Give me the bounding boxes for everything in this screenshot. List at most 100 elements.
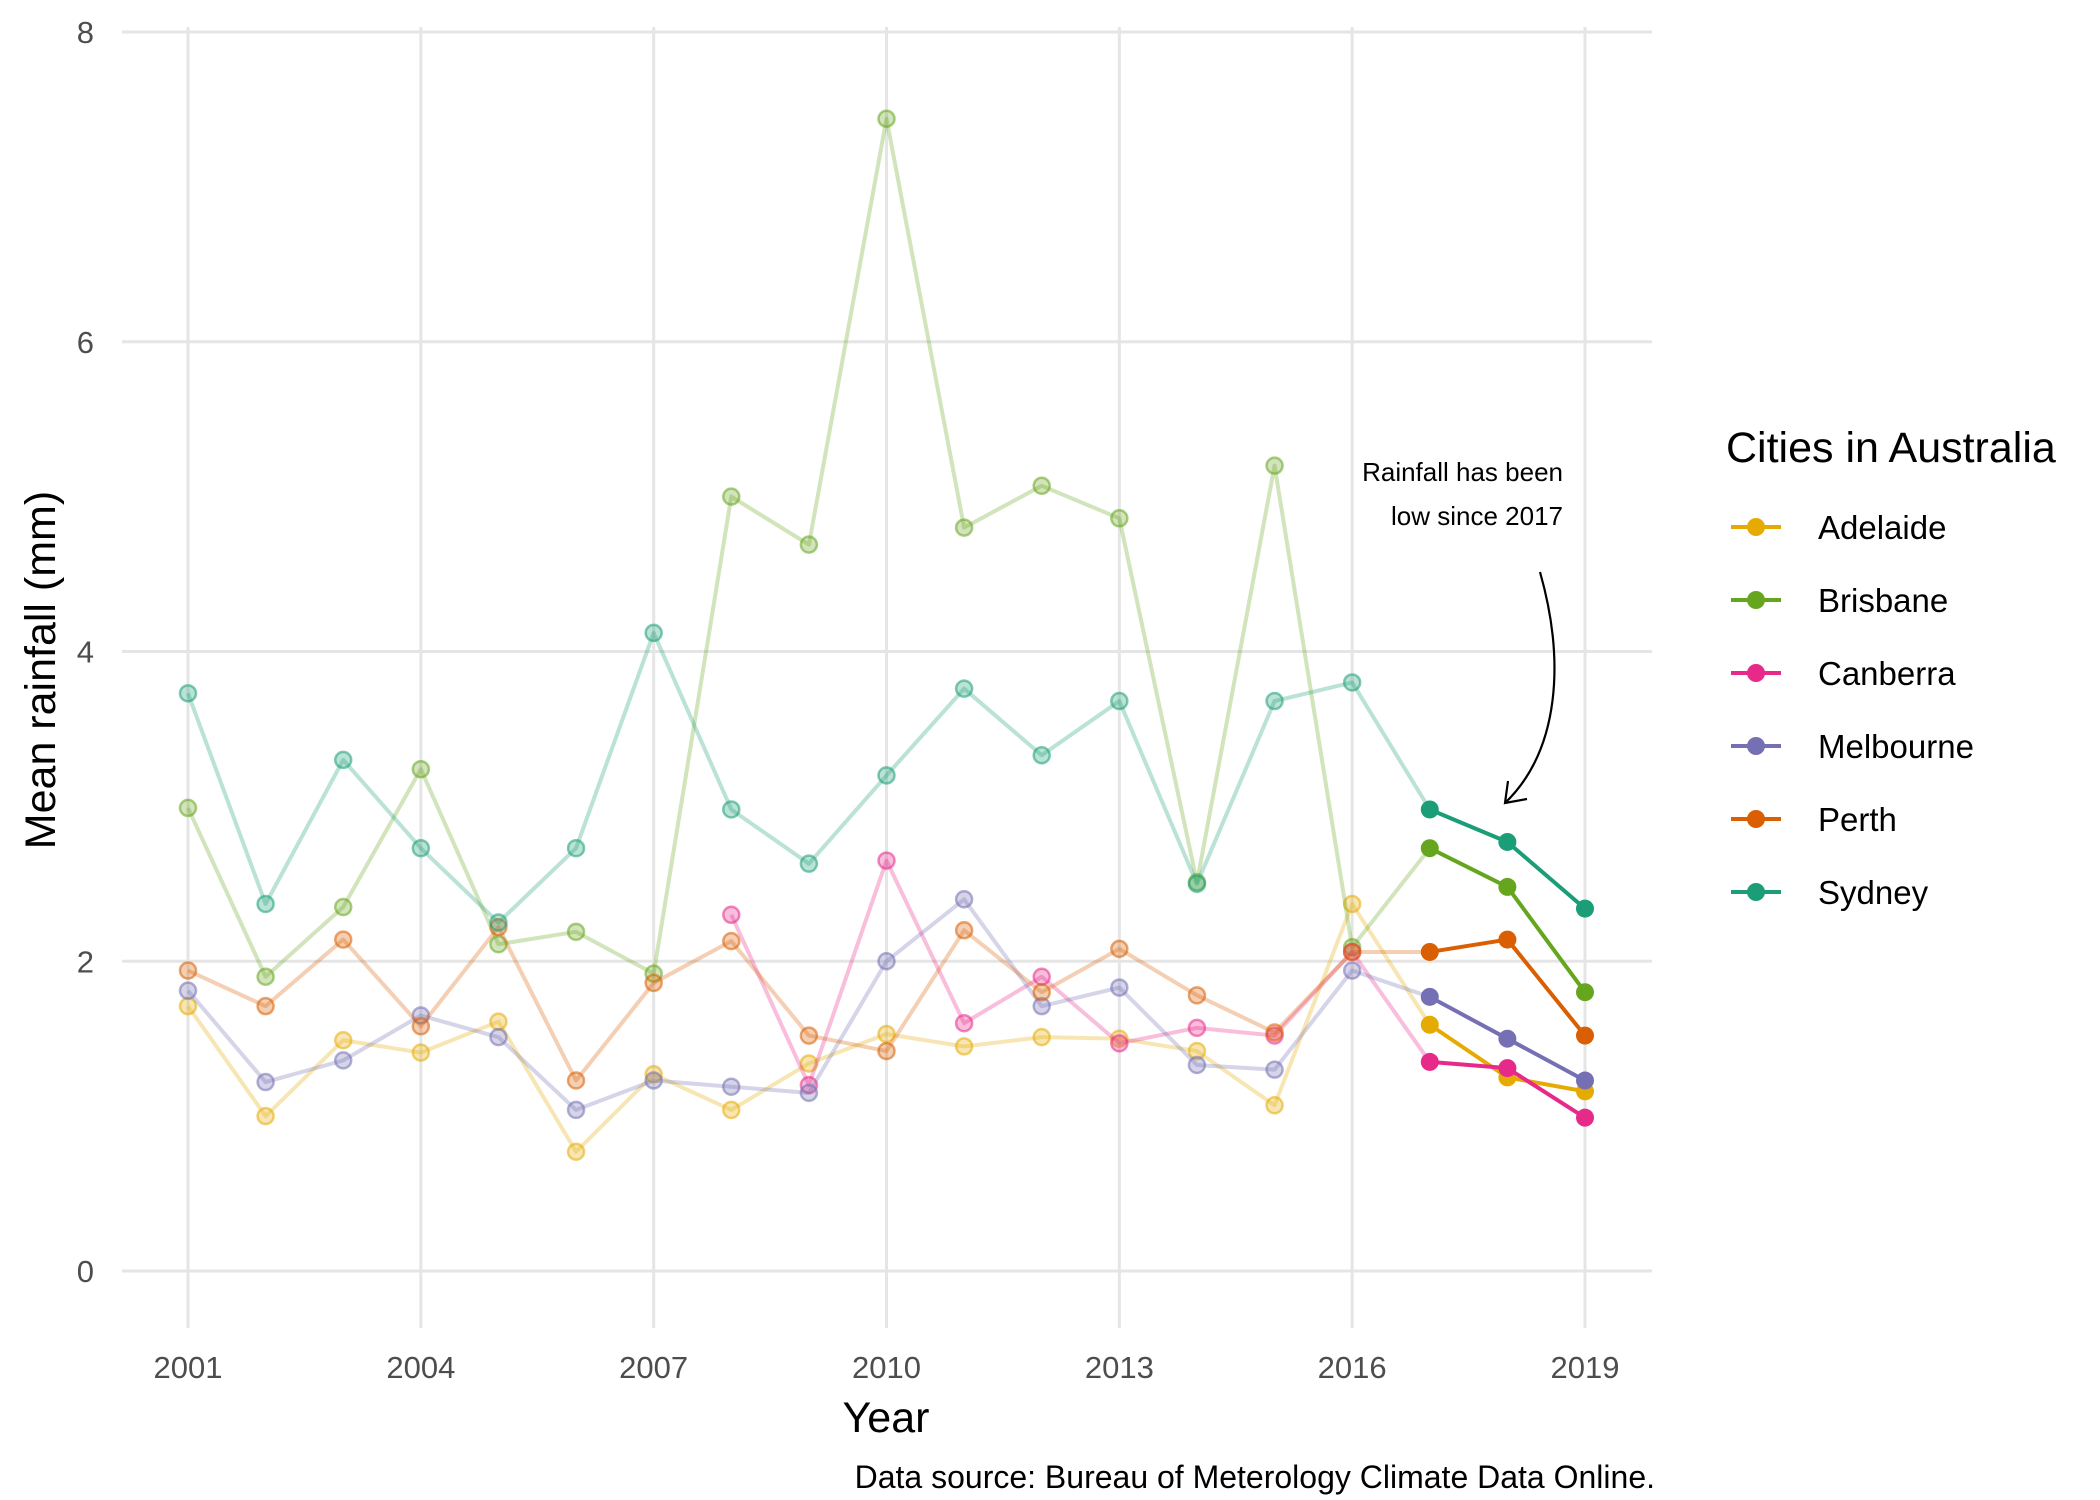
perth-point-2008	[722, 931, 741, 951]
melbourne-point-2008	[722, 1077, 741, 1096]
sydney-point-2017	[1420, 800, 1439, 819]
x-tick-label-2010: 2010	[852, 1350, 921, 1385]
highlighted-series-layer	[1420, 800, 1594, 1127]
brisbane-point-2015	[1265, 456, 1284, 475]
legend-label-melbourne: Melbourne	[1818, 728, 1974, 765]
canberra-point-2010	[877, 851, 896, 870]
perth-point-2013	[1110, 939, 1129, 959]
canberra-line-faded	[729, 858, 1432, 1088]
sydney-point-2002	[256, 894, 275, 914]
legend-item-brisbane: Brisbane	[1731, 582, 1948, 619]
perth-point-2010	[877, 1041, 896, 1061]
brisbane-point-2008	[722, 487, 741, 506]
melbourne-point-2019	[1576, 1071, 1594, 1090]
sydney-point-2001	[178, 684, 198, 703]
annotation-line-1: Rainfall has been	[1362, 457, 1563, 487]
sydney-point-2003	[333, 750, 353, 770]
sydney-point-2015	[1265, 691, 1284, 711]
brisbane-point-2017	[1420, 839, 1439, 858]
adelaide-point-2014	[1187, 1041, 1207, 1061]
perth-point-2017	[1420, 942, 1439, 961]
sydney-point-2018	[1498, 832, 1517, 851]
sydney-point-2008	[722, 800, 741, 819]
legend-label-sydney: Sydney	[1818, 874, 1929, 911]
melbourne-point-2007	[644, 1071, 663, 1090]
adelaide-point-2009	[799, 1054, 819, 1073]
melbourne-point-2002	[256, 1072, 275, 1092]
x-tick-label-2007: 2007	[619, 1350, 688, 1385]
adelaide-point-2006	[566, 1142, 586, 1161]
legend-key-point-canberra	[1747, 664, 1765, 682]
melbourne-point-2006	[566, 1100, 586, 1120]
brisbane-point-2009	[799, 535, 819, 554]
legend: Cities in Australia Adelaide Brisbane Canb…	[1726, 424, 2056, 911]
perth-point-2011	[954, 921, 974, 940]
legend-item-melbourne: Melbourne	[1731, 728, 1974, 765]
brisbane-point-2016	[1342, 938, 1362, 957]
x-tick-label-2001: 2001	[154, 1350, 223, 1385]
adelaide-point-2004	[411, 1043, 431, 1062]
perth-point-2006	[566, 1071, 586, 1090]
sydney-point-2016	[1342, 673, 1362, 692]
annotation-arrowhead	[1503, 780, 1528, 805]
sydney-point-2007	[644, 623, 663, 643]
adelaide-point-2005	[489, 1012, 508, 1031]
sydney-point-2011	[954, 679, 974, 698]
sydney-point-2009	[799, 854, 819, 873]
legend-key-point-sydney	[1747, 883, 1765, 901]
grid-layer	[122, 27, 1652, 1328]
adelaide-point-2001	[178, 996, 198, 1016]
legend-label-canberra: Canberra	[1818, 655, 1956, 692]
legend-item-adelaide: Adelaide	[1731, 509, 1946, 546]
brisbane-point-2007	[644, 964, 663, 983]
adelaide-point-2011	[954, 1037, 974, 1056]
brisbane-point-2012	[1032, 476, 1051, 496]
adelaide-point-2013	[1110, 1029, 1129, 1048]
melbourne-point-2017	[1420, 987, 1439, 1006]
brisbane-line-highlight	[1428, 846, 1587, 994]
legend-label-adelaide: Adelaide	[1818, 509, 1946, 546]
brisbane-line-faded	[186, 116, 1432, 979]
melbourne-point-2012	[1032, 996, 1051, 1016]
adelaide-point-2003	[333, 1030, 353, 1050]
melbourne-point-2003	[333, 1051, 353, 1070]
perth-point-2016	[1342, 942, 1362, 962]
legend-item-canberra: Canberra	[1731, 655, 1956, 692]
perth-point-2007	[644, 973, 663, 993]
x-tick-label-2013: 2013	[1085, 1350, 1154, 1385]
melbourne-point-2018	[1498, 1029, 1517, 1048]
melbourne-point-2014	[1187, 1055, 1207, 1075]
perth-point-2003	[333, 930, 353, 949]
sydney-point-2013	[1110, 691, 1129, 711]
sydney-point-2005	[489, 913, 508, 932]
legend-key-point-melbourne	[1747, 737, 1765, 755]
adelaide-point-2007	[644, 1065, 663, 1084]
sydney-line-faded	[186, 630, 1432, 925]
brisbane-point-2011	[954, 518, 974, 537]
legend-label-perth: Perth	[1818, 801, 1897, 838]
adelaide-point-2012	[1032, 1027, 1051, 1047]
faded-series-layer	[178, 109, 1432, 1161]
canberra-point-2014	[1187, 1018, 1207, 1038]
brisbane-point-2001	[178, 798, 198, 818]
y-tick-labels: 0 2 4 6 8	[77, 15, 94, 1289]
brisbane-point-2003	[333, 897, 353, 917]
adelaide-point-2017	[1420, 1015, 1439, 1034]
perth-point-2019	[1576, 1026, 1594, 1045]
sydney-point-2014	[1187, 874, 1207, 894]
brisbane-point-2006	[566, 922, 586, 942]
brisbane-point-2018	[1498, 877, 1517, 896]
legend-label-brisbane: Brisbane	[1818, 582, 1948, 619]
adelaide-line-faded	[186, 901, 1432, 1154]
adelaide-point-2016	[1342, 894, 1362, 914]
adelaide-point-2015	[1265, 1096, 1284, 1115]
melbourne-point-2005	[489, 1027, 508, 1047]
melbourne-point-2009	[799, 1083, 819, 1103]
brisbane-point-2019	[1576, 983, 1594, 1002]
perth-point-2009	[799, 1026, 819, 1045]
perth-point-2005	[489, 917, 508, 937]
y-tick-label-6: 6	[77, 325, 94, 360]
y-axis-title: Mean rainfall (mm)	[17, 491, 65, 849]
perth-point-2015	[1265, 1023, 1284, 1042]
